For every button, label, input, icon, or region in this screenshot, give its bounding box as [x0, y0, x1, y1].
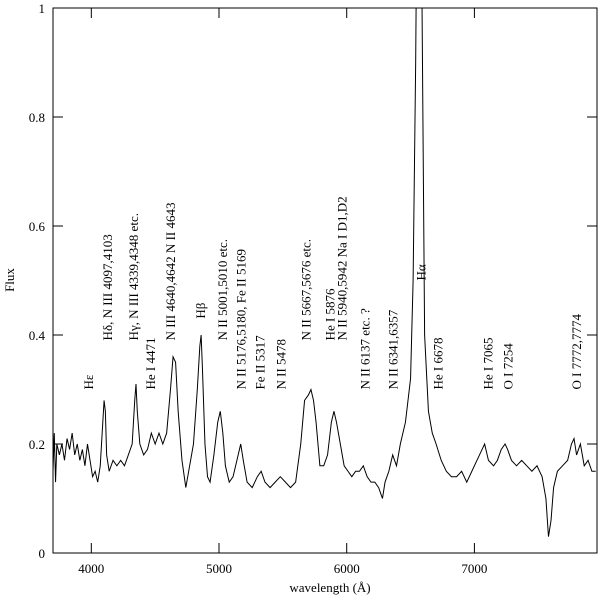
annotation: N III 4640,4642 N II 4643: [163, 203, 178, 341]
spectrum-line: [53, 8, 596, 537]
y-tick-label: 0.4: [29, 328, 46, 343]
annotation: Hε: [81, 374, 96, 389]
annotation: N II 5176,5180, Fe II 5169: [233, 249, 248, 389]
x-axis-label: wavelength (Å): [289, 580, 370, 595]
plot-frame: [52, 7, 598, 554]
x-tick-label: 5000: [206, 561, 232, 576]
annotation: N II 5667,5676 etc.: [298, 239, 313, 340]
annotation: He I 5876: [322, 288, 337, 340]
annotation: Fe II 5317: [252, 335, 267, 390]
x-tick-label: 4000: [78, 561, 104, 576]
annotation: N II 5001,5010 etc.: [215, 239, 230, 340]
y-tick-label: 0.6: [29, 219, 46, 234]
annotation: Hα: [414, 264, 429, 280]
annotation: He I 7065: [481, 338, 496, 390]
annotation: Hδ, N III 4097,4103: [100, 234, 115, 340]
annotation: He I 4471: [143, 338, 158, 390]
y-tick-label: 0: [39, 546, 46, 561]
annotation: Hγ, N III 4339,4348 etc.: [126, 213, 141, 340]
annotation: He I 6678: [431, 338, 446, 390]
annotation: N II 6137 etc. ?: [357, 308, 372, 389]
y-tick-label: 0.2: [29, 437, 45, 452]
x-tick-label: 6000: [334, 561, 360, 576]
annotation: N II 5940,5942 Na I D1,D2: [334, 196, 349, 340]
annotation: O I 7772,7774: [569, 314, 584, 390]
annotation: N II 6341,6357: [386, 309, 401, 389]
y-tick-label: 0.8: [29, 110, 45, 125]
annotation: N II 5478: [273, 339, 288, 390]
y-axis-label: Flux: [2, 268, 17, 292]
annotation: O I 7254: [501, 343, 516, 390]
annotation: Hβ: [193, 302, 208, 318]
x-tick-label: 7000: [461, 561, 487, 576]
y-tick-label: 1: [39, 1, 46, 16]
